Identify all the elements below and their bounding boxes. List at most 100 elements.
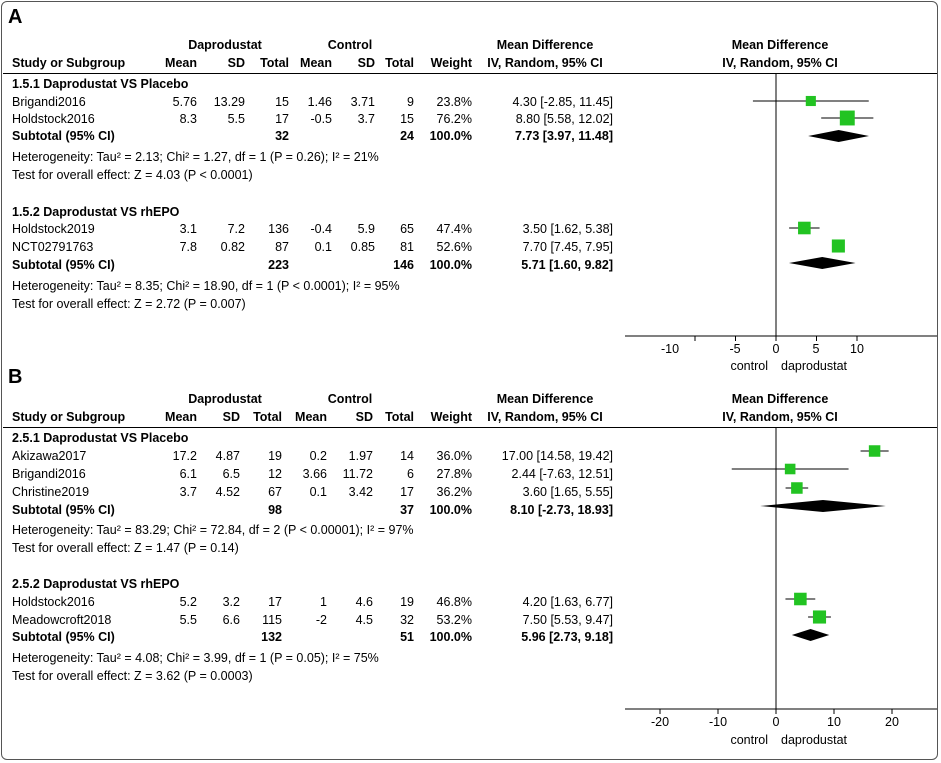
b-study-n1: 19 (268, 449, 282, 463)
subtotal-diamond (760, 500, 886, 512)
b-heterogeneity: Heterogeneity: Tau² = 4.08; Chi² = 3.99,… (12, 651, 379, 665)
b-tick-label: 20 (885, 715, 899, 729)
b-study-n2: 17 (400, 485, 414, 499)
a-study-m2: -0.5 (310, 112, 332, 126)
b-md-sub: IV, Random, 95% CI (487, 410, 603, 424)
a-col-mean1: Mean (165, 56, 197, 70)
b-col-study: Study or Subgroup (12, 410, 126, 424)
study-marker (839, 110, 855, 126)
a-study-ci: 4.30 [-2.85, 11.45] (512, 95, 613, 109)
b-study-n1: 17 (268, 595, 282, 609)
b-col-weight: Weight (430, 410, 472, 424)
b-subtotal-weight: 100.0% (429, 503, 472, 517)
b-header-rule (3, 427, 937, 428)
a-study-ci: 8.80 [5.58, 12.02] (515, 112, 613, 126)
b-study-n1: 67 (268, 485, 282, 499)
b-study-name: Christine2019 (12, 485, 90, 499)
a-tick-label: 0 (772, 342, 780, 356)
b-col-total1: Total (253, 410, 282, 424)
subtotal-diamond (808, 130, 869, 142)
a-md-sub: IV, Random, 95% CI (487, 56, 603, 70)
b-study-name: Meadowcroft2018 (12, 613, 112, 627)
b-study-ci: 7.50 [5.53, 9.47] (522, 613, 613, 627)
b-overall-effect: Test for overall effect: Z = 3.62 (P = 0… (12, 669, 253, 683)
b-study-ci: 3.60 [1.65, 5.55] (522, 485, 613, 499)
a-tick-label: 5 (812, 342, 820, 356)
a-col-total2: Total (385, 56, 414, 70)
a-subtotal-ci: 7.73 [3.97, 11.48] (515, 129, 613, 143)
a-study-m1: 7.8 (179, 240, 197, 254)
b-subtotal-n2: 51 (400, 630, 414, 644)
a-study-m2: 1.46 (307, 95, 332, 109)
a-subgroup2-title: 1.5.2 Daprodustat VS rhEPO (12, 205, 180, 219)
a-plot-title: Mean Difference (731, 38, 829, 52)
b-study-sd1: 4.52 (215, 485, 240, 499)
b-subtotal-n1: 98 (268, 503, 282, 517)
a-study-ci: 3.50 [1.62, 5.38] (522, 222, 613, 236)
a-subtotal-weight: 100.0% (429, 129, 472, 143)
a-study-m1: 3.1 (179, 222, 197, 236)
b-study-m1: 3.7 (179, 485, 197, 499)
a-study-weight: 76.2% (436, 112, 472, 126)
a-col-sd1: SD (227, 56, 245, 70)
b-tick-label: 10 (827, 715, 841, 729)
a-plot-sub: IV, Random, 95% CI (722, 56, 838, 70)
b-col-sd2: SD (355, 410, 373, 424)
a-study-n2: 81 (400, 240, 414, 254)
b-study-sd2: 1.97 (348, 449, 373, 463)
a-overall-effect: Test for overall effect: Z = 4.03 (P < 0… (12, 168, 253, 182)
a-study-m2: 0.1 (314, 240, 332, 254)
b-col-sd1: SD (222, 410, 240, 424)
b-subtotal-ci: 5.96 [2.73, 9.18] (521, 630, 613, 644)
a-heterogeneity: Heterogeneity: Tau² = 8.35; Chi² = 18.90… (12, 279, 400, 293)
b-study-sd1: 3.2 (222, 595, 240, 609)
b-study-m2: 0.2 (309, 449, 327, 463)
b-study-weight: 36.2% (436, 485, 472, 499)
a-col-study: Study or Subgroup (12, 56, 126, 70)
b-study-name: Akizawa2017 (12, 449, 87, 463)
b-study-n1: 115 (262, 613, 282, 627)
study-marker (831, 239, 845, 253)
b-study-sd1: 4.87 (215, 449, 240, 463)
b-group2-header: Control (327, 392, 373, 406)
a-group2-header: Control (327, 38, 373, 52)
a-study-weight: 52.6% (436, 240, 472, 254)
a-study-n1: 87 (275, 240, 289, 254)
subtotal-diamond (791, 629, 830, 641)
study-marker (812, 610, 827, 624)
a-subtotal-label: Subtotal (95% CI) (12, 129, 115, 143)
a-study-n2: 65 (400, 222, 414, 236)
study-marker (794, 592, 807, 606)
a-study-m1: 5.76 (172, 95, 197, 109)
a-axis-left-label: control (730, 359, 768, 373)
a-study-sd1: 13.29 (213, 95, 245, 109)
b-tick-label: -20 (650, 715, 670, 729)
study-marker (805, 95, 816, 107)
b-study-name: Holdstock2016 (12, 595, 95, 609)
a-subgroup1-title: 1.5.1 Daprodustat VS Placebo (12, 77, 189, 91)
b-axis-left-label: control (730, 733, 768, 747)
b-study-m2: -2 (315, 613, 327, 627)
b-study-n2: 14 (400, 449, 414, 463)
a-study-n2: 15 (400, 112, 414, 126)
a-col-sd2: SD (357, 56, 375, 70)
a-col-total1: Total (260, 56, 289, 70)
a-study-weight: 47.4% (436, 222, 472, 236)
a-study-name: Brigandi2016 (12, 95, 86, 109)
b-tick-label: 0 (772, 715, 780, 729)
a-col-mean2: Mean (300, 56, 332, 70)
study-marker (784, 463, 796, 475)
b-study-sd2: 11.72 (342, 467, 373, 481)
a-subtotal-weight: 100.0% (429, 258, 472, 272)
a-subtotal-n1: 32 (275, 129, 289, 143)
b-md-title: Mean Difference (496, 392, 594, 406)
b-tick-label: -10 (708, 715, 728, 729)
a-study-name: Holdstock2016 (12, 112, 95, 126)
b-study-m2: 3.66 (302, 467, 327, 481)
b-study-m1: 5.5 (179, 613, 197, 627)
b-group1-header: Daprodustat (188, 392, 262, 406)
a-study-sd1: 0.82 (220, 240, 245, 254)
a-tick-label: -5 (729, 342, 741, 356)
a-study-n1: 15 (275, 95, 289, 109)
